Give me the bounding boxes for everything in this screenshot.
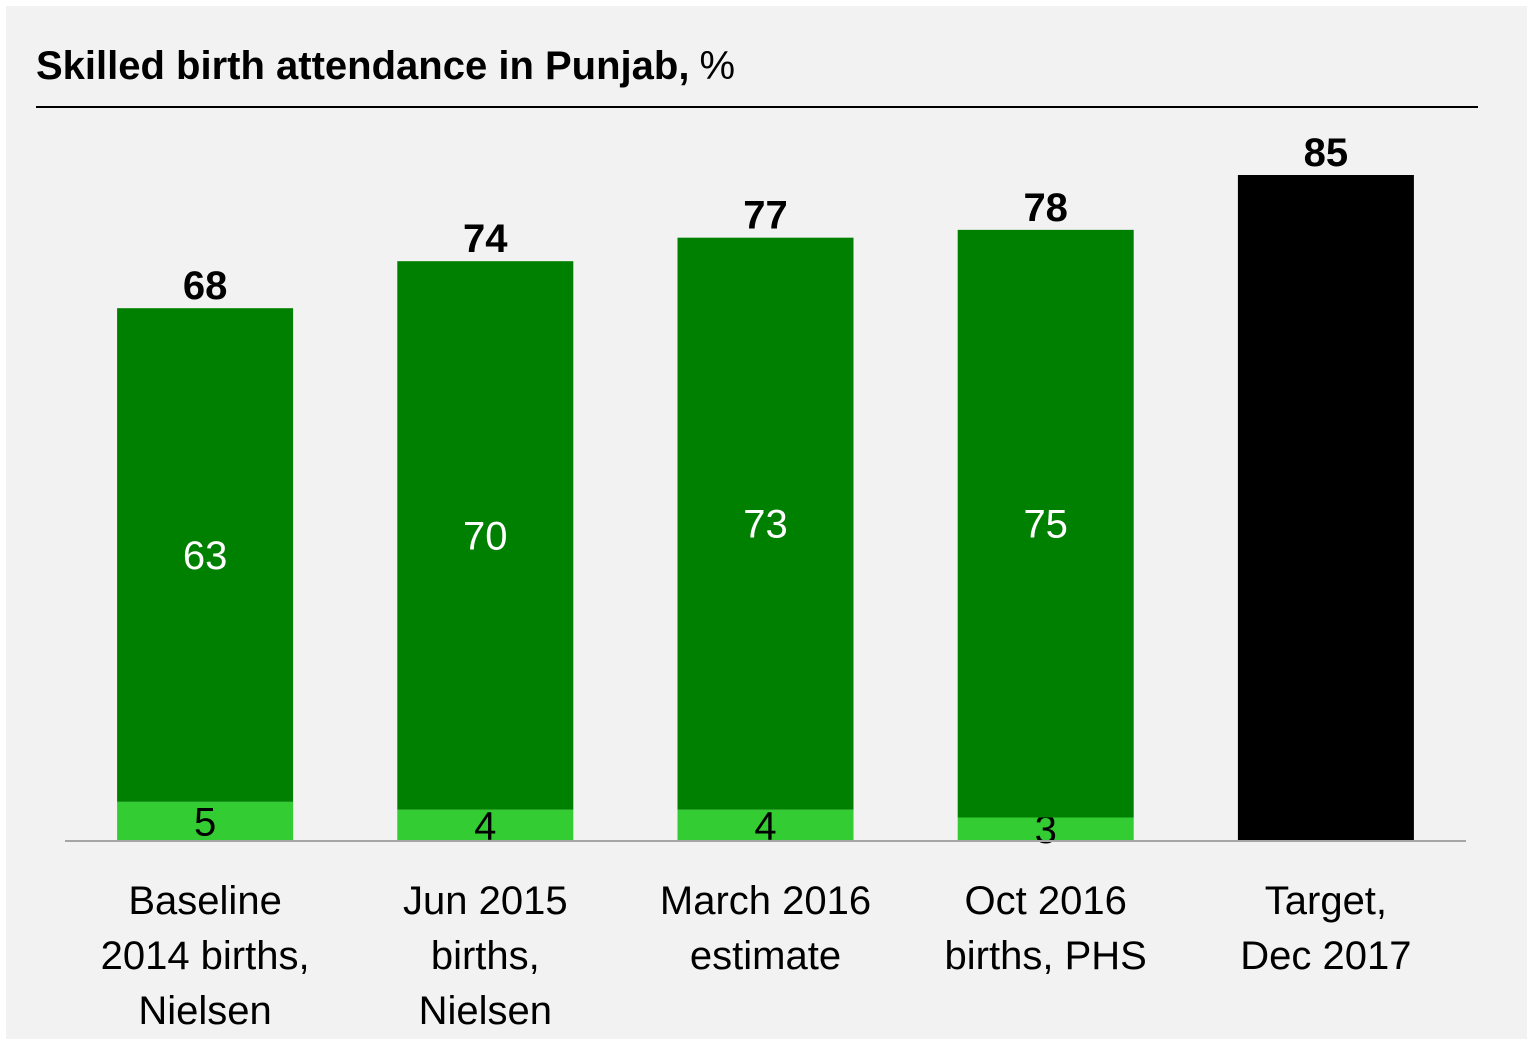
segment-label: 75 <box>1023 503 1068 547</box>
segment-label: 4 <box>474 804 496 848</box>
x-tick-label: estimate <box>690 934 841 978</box>
total-label: 68 <box>183 264 228 308</box>
bar-segment <box>397 809 574 841</box>
total-label: 77 <box>743 194 788 238</box>
bar-segment <box>117 308 294 802</box>
segment-label: 63 <box>183 534 228 578</box>
title-text: Skilled birth attendance in Punjab, <box>36 44 689 88</box>
total-label: 74 <box>463 217 508 261</box>
x-tick-label: Target, <box>1265 879 1387 923</box>
x-tick-label: births, <box>431 934 540 978</box>
bar-segment <box>677 809 854 841</box>
segment-label: 73 <box>743 503 788 547</box>
segment-label: 4 <box>754 804 776 848</box>
x-tick-label: Nielsen <box>419 989 552 1033</box>
chart-title: Skilled birth attendance in Punjab,% <box>36 44 735 88</box>
bar-segment <box>677 237 854 810</box>
segment-label: 5 <box>194 800 216 844</box>
x-tick-label: Nielsen <box>138 989 271 1033</box>
x-tick-label: March 2016 <box>660 879 871 923</box>
x-tick-label: births, PHS <box>945 934 1147 978</box>
x-tick-label: Dec 2017 <box>1240 934 1411 978</box>
x-tick-label: Oct 2016 <box>965 879 1127 923</box>
x-tick-label: 2014 births, <box>101 934 310 978</box>
bar-segment <box>397 261 574 810</box>
total-label: 85 <box>1304 131 1349 175</box>
total-label: 78 <box>1023 186 1068 230</box>
bar-segment <box>117 801 294 841</box>
bar-segment <box>1237 175 1414 841</box>
x-tick-label: Jun 2015 <box>403 879 568 923</box>
bar-segment <box>957 229 1134 818</box>
bar-segment <box>957 817 1134 841</box>
x-tick-label: Baseline <box>128 879 281 923</box>
title-unit: % <box>699 44 735 88</box>
segment-label: 70 <box>463 514 508 558</box>
